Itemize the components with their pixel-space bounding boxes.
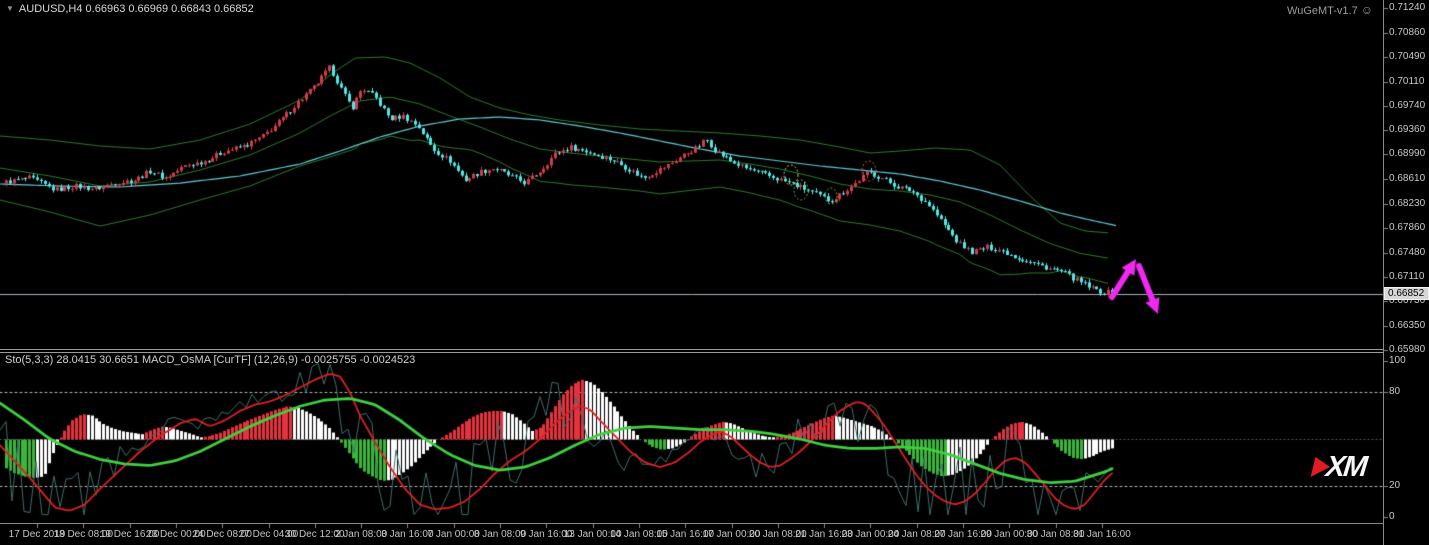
price-axis-label: 0.67110 <box>1389 270 1425 282</box>
time-axis-label: 7 Jan 00:00 <box>427 529 480 540</box>
price-axis-label: 0.70860 <box>1389 26 1426 38</box>
time-axis-label: 13 Jan 00:00 <box>563 529 622 540</box>
price-scale-separator <box>1383 0 1384 545</box>
time-axis-label: 30 Dec 12:00 <box>285 529 345 540</box>
time-scale-separator <box>0 523 1384 524</box>
price-axis-label: 0.66350 <box>1389 320 1426 332</box>
time-axis-label: 23 Jan 00:00 <box>841 529 900 540</box>
subwindow-divider-line-2 <box>0 352 1384 353</box>
watermark-text: WuGeMT-v1.7 <box>1287 5 1358 17</box>
time-axis-label: 29 Jan 00:00 <box>980 529 1039 540</box>
smiley-icon: ☺ <box>1360 3 1373 17</box>
time-axis-label: 14 Jan 08:00 <box>609 529 668 540</box>
time-axis-label: 31 Jan 16:00 <box>1072 529 1131 540</box>
time-axis-label: 8 Jan 08:00 <box>473 529 527 540</box>
price-axis-label: 0.68230 <box>1389 197 1426 209</box>
time-axis-label: 15 Jan 16:00 <box>656 529 715 540</box>
indicator-label: Sto(5,3,3) 28.0415 30.6651 MACD_OsMA [Cu… <box>5 354 416 366</box>
symbol-ohlc-readout: AUDUSD,H4 0.66963 0.66969 0.66843 0.6685… <box>18 3 254 15</box>
time-axis-label: 9 Jan 16:00 <box>520 529 573 540</box>
oscillator-level-label: 100 <box>1389 355 1406 366</box>
time-axis-label: 24 Dec 08:00 <box>192 529 252 540</box>
time-axis[interactable]: 17 Dec 2019 18 Dec 08:00 19 Dec 16:00 23 De… <box>0 524 1384 545</box>
time-axis-label: 20 Jan 08:00 <box>748 529 807 540</box>
chart-title-bar: ▼ AUDUSD,H4 0.66963 0.66969 0.66843 0.668… <box>6 3 254 15</box>
time-axis-label: 17 Dec 2019 <box>8 529 66 540</box>
price-axis-label: 0.71240 <box>1389 2 1426 13</box>
time-axis-label: 24 Jan 08:00 <box>887 529 946 540</box>
time-axis-label: 30 Jan 08:00 <box>1026 529 1085 540</box>
oscillator-level-label: 0 <box>1389 511 1395 522</box>
price-axis-label: 0.69360 <box>1389 124 1426 136</box>
time-axis-label: 21 Jan 16:00 <box>795 529 854 540</box>
bid-price-tag: 0.66852 <box>1384 286 1429 300</box>
subwindow-divider-line[interactable] <box>0 349 1384 350</box>
time-axis-label: 23 Dec 00:00 <box>146 529 206 540</box>
price-axis-label: 0.68990 <box>1389 148 1426 160</box>
time-axis-label: 27 Dec 04:00 <box>238 529 299 540</box>
price-axis-label: 0.70490 <box>1389 50 1426 62</box>
price-axis-label: 0.66730 <box>1389 295 1426 307</box>
time-axis-label: 3 Jan 16:00 <box>381 529 434 540</box>
broker-logo: XM <box>1310 450 1395 488</box>
time-axis-label: 2 Jan 08:00 <box>334 529 388 540</box>
price-axis-label: 0.68610 <box>1389 173 1426 185</box>
time-axis-label: 27 Jan 16:00 <box>934 529 992 540</box>
xm-logo-text: XM <box>1324 451 1368 483</box>
price-axis-label: 0.70110 <box>1389 75 1425 87</box>
price-axis-label: 0.69740 <box>1389 99 1426 111</box>
price-axis-label: 0.67860 <box>1389 221 1426 233</box>
oscillator-level-label: 80 <box>1389 386 1401 398</box>
price-axis[interactable]: 0.71240 0.70860 0.70490 0.70110 0.69740 0.693… <box>1384 0 1429 523</box>
time-axis-label: 17 Jan 00:00 <box>702 529 761 540</box>
indicator-watermark: WuGeMT-v1.7 ☺ <box>1287 3 1373 17</box>
time-axis-label: 19 Dec 16:00 <box>99 529 160 540</box>
chevron-down-icon[interactable]: ▼ <box>6 4 14 13</box>
time-axis-label: 18 Dec 08:00 <box>53 529 114 540</box>
price-axis-label: 0.67480 <box>1389 246 1426 258</box>
price-axis-label: 0.65980 <box>1389 344 1426 356</box>
oscillator-level-label: 20 <box>1389 479 1401 491</box>
